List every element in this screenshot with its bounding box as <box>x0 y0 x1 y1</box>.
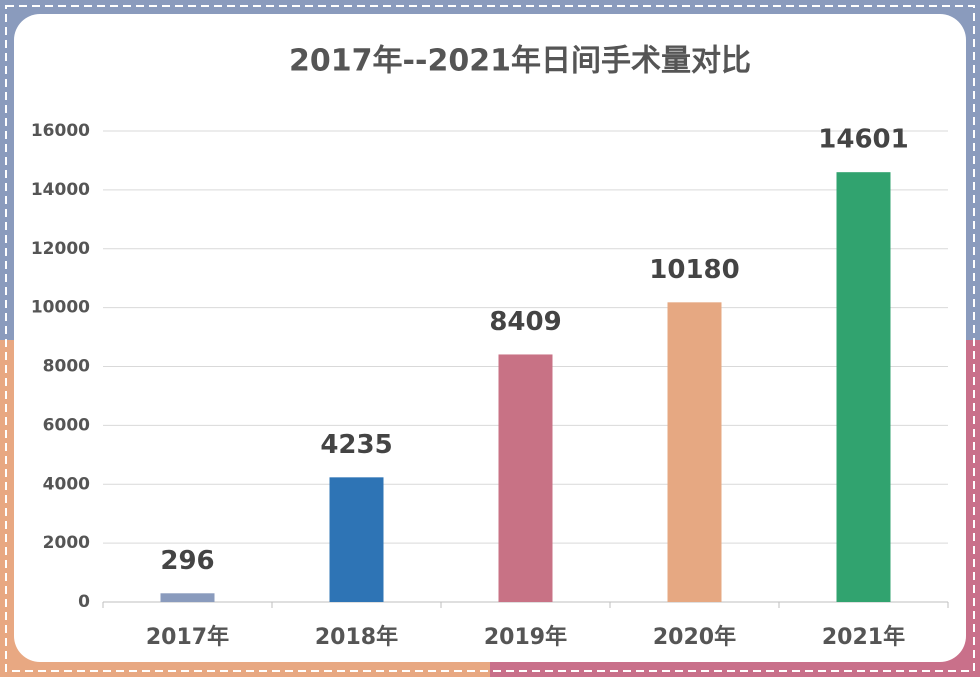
value-label: 10180 <box>649 255 739 285</box>
bar <box>498 354 553 602</box>
x-tick-label: 2019年 <box>484 624 567 650</box>
y-tick-label: 12000 <box>31 239 90 259</box>
bar <box>667 302 722 602</box>
value-label: 8409 <box>489 307 561 337</box>
dashed-border <box>5 5 975 672</box>
chart-title: 2017年--2021年日间手术量对比 <box>289 44 751 79</box>
x-tick-label: 2021年 <box>822 624 905 650</box>
value-label: 4235 <box>320 430 392 460</box>
x-tick-label: 2020年 <box>653 624 736 650</box>
y-tick-label: 0 <box>78 592 90 612</box>
y-tick-label: 10000 <box>31 298 90 318</box>
y-tick-label: 16000 <box>31 121 90 141</box>
value-label: 14601 <box>818 125 908 155</box>
y-tick-label: 6000 <box>43 415 90 435</box>
bar <box>836 172 891 603</box>
y-tick-label: 4000 <box>43 474 90 494</box>
y-tick-label: 2000 <box>43 533 90 553</box>
x-tick-label: 2017年 <box>146 624 229 650</box>
bar <box>329 477 384 602</box>
y-tick-label: 14000 <box>31 180 90 200</box>
y-tick-label: 8000 <box>43 357 90 377</box>
value-label: 296 <box>160 546 214 576</box>
panel <box>14 14 966 662</box>
x-tick-label: 2018年 <box>315 624 398 650</box>
bar <box>160 593 215 602</box>
